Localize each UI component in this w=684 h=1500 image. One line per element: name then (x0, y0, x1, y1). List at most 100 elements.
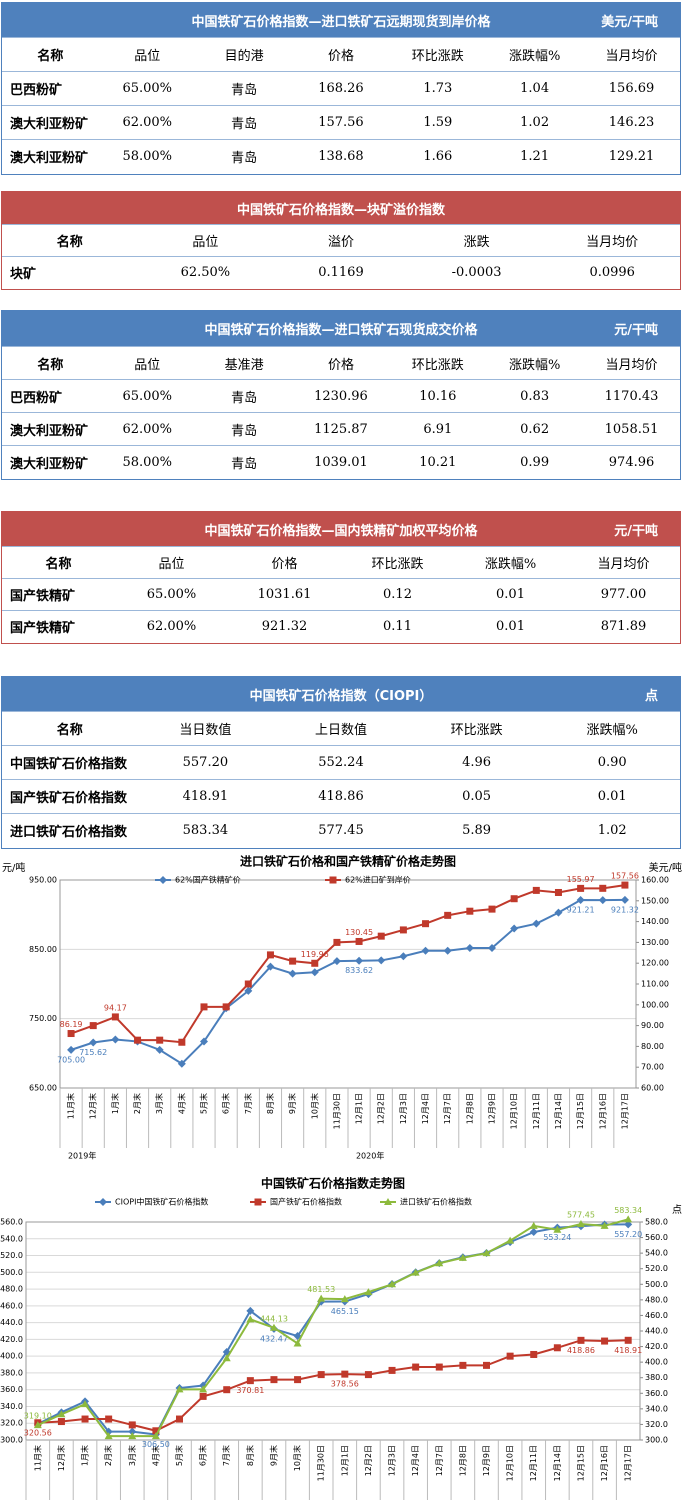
marker (223, 1386, 231, 1394)
y-tick-label: 400.0 (0, 1352, 23, 1361)
plot-frame (59, 879, 637, 1089)
y2-tick-label: 480.0 (645, 1295, 668, 1304)
marker (199, 1385, 208, 1393)
table-row: 澳大利亚粉矿 62.00% 青岛 157.56 1.59 1.02 146.23 (2, 105, 680, 140)
cell: 1.59 (389, 105, 487, 140)
y2-tick-label: 460.0 (645, 1311, 668, 1320)
cell: 1.02 (544, 813, 680, 848)
x-tick-label: 12月17日 (624, 1445, 633, 1481)
cell: 10.16 (389, 379, 487, 413)
column-header: 当月均价 (567, 546, 680, 579)
cell: 58.00% (98, 445, 196, 479)
x-tick-label: 5月末 (174, 1445, 184, 1466)
column-header: 环比涨跌 (389, 346, 487, 380)
x-tick-label: 2月末 (132, 1093, 142, 1114)
y2-tick-label: 380.0 (645, 1373, 668, 1382)
cell: 1230.96 (292, 379, 390, 413)
marker (506, 1236, 515, 1244)
marker (554, 908, 563, 917)
marker (600, 1221, 609, 1229)
y2-tick-label: 60.00 (641, 1084, 664, 1093)
marker (466, 907, 474, 915)
table-row: 巴西粉矿 65.00% 青岛 1230.96 10.16 0.83 1170.43 (2, 379, 680, 413)
cell: 1039.01 (292, 445, 390, 479)
table: 名称 品位 价格 环比涨跌 涨跌幅% 当月均价 国产铁精矿 65.00% 1031.61 0.12… (2, 546, 680, 643)
legend-label: 62%国产铁精矿价 (175, 875, 241, 885)
marker (67, 1030, 75, 1038)
column-header: 涨跌 (408, 224, 545, 257)
table-unit: 元/干吨 (614, 523, 658, 539)
row-name: 澳大利亚粉矿 (2, 412, 99, 446)
legend-marker (329, 876, 337, 884)
cell: 977.00 (567, 578, 680, 611)
chart-title: 进口铁矿石价格和国产铁精矿价格走势图 (240, 854, 456, 869)
y2-tick-label: 120.00 (641, 959, 669, 968)
row-name: 国产铁精矿 (2, 610, 115, 643)
marker (175, 1385, 184, 1393)
cell: -0.0003 (408, 256, 545, 289)
cell: 62.00% (115, 610, 228, 643)
marker (388, 1280, 397, 1288)
y2-tick-label: 100.00 (641, 1000, 669, 1009)
series-line (37, 1223, 629, 1436)
legend-marker (99, 1198, 107, 1206)
marker (246, 1306, 255, 1315)
series-line (37, 1218, 629, 1438)
cell: 青岛 (195, 105, 293, 140)
cell: 0.83 (486, 379, 584, 413)
x-tick-label: 4月末 (150, 1445, 160, 1466)
marker (128, 1421, 136, 1429)
cell: 5.89 (408, 813, 545, 848)
y2-tick-label: 560.0 (645, 1233, 668, 1242)
marker (388, 1366, 396, 1374)
marker (601, 1337, 609, 1345)
x-tick-label: 11月末 (32, 1445, 42, 1471)
marker (311, 959, 319, 967)
column-header: 名称 (2, 546, 115, 579)
x-tick-label: 12月7日 (435, 1445, 444, 1476)
header-row: 名称 当日数值 上日数值 环比涨跌 涨跌幅% (2, 711, 680, 746)
x-tick-label: 12月17日 (620, 1093, 629, 1129)
table-unit: 点 (644, 688, 658, 704)
value-label: 119.96 (301, 950, 329, 959)
marker (340, 1295, 349, 1303)
marker (459, 1361, 467, 1369)
y2-tick-label: 520.0 (645, 1264, 668, 1273)
y2-tick-label: 110.00 (641, 980, 669, 989)
legend-label: CIOPI中国铁矿石价格指数 (115, 1197, 208, 1207)
cell: 418.86 (273, 779, 409, 814)
marker (289, 957, 297, 965)
column-header: 涨跌幅% (486, 37, 584, 72)
cell: 青岛 (195, 71, 293, 106)
cell: 1058.51 (583, 412, 680, 446)
x-tick-label: 9月末 (268, 1445, 278, 1466)
marker (178, 1038, 186, 1046)
cell: 0.01 (454, 610, 567, 643)
x-tick-label: 11月末 (66, 1093, 76, 1119)
table-row: 国产铁矿石价格指数 418.91 418.86 0.05 0.01 (2, 779, 680, 814)
y-tick-label: 440.0 (0, 1318, 23, 1327)
column-header: 价格 (292, 346, 390, 380)
x-tick-label: 12月8日 (458, 1445, 467, 1476)
y-tick-label: 360.0 (0, 1385, 23, 1394)
row-name: 进口铁矿石价格指数 (2, 813, 138, 848)
value-label: 833.62 (345, 966, 373, 975)
marker (111, 1013, 119, 1021)
marker (33, 1421, 42, 1429)
legend-label: 国产铁矿石价格指数 (270, 1197, 342, 1207)
cell: 0.90 (544, 745, 680, 780)
y-axis-label: 元/吨 (2, 861, 25, 874)
cell: 0.12 (341, 578, 454, 611)
y2-tick-label: 540.0 (645, 1249, 668, 1258)
table-title: 中国铁矿石价格指数（CIOPI） (249, 688, 433, 704)
y-tick-label: 460.0 (0, 1301, 23, 1310)
x-tick-label: 2月末 (103, 1445, 113, 1466)
series-line (70, 898, 625, 1066)
marker (506, 1352, 514, 1360)
cell: 青岛 (195, 412, 293, 446)
cell: 418.91 (137, 779, 274, 814)
x-tick-label: 11月30日 (332, 1093, 341, 1129)
y2-tick-label: 90.00 (641, 1021, 664, 1030)
marker (399, 926, 407, 934)
cell: 1170.43 (583, 379, 680, 413)
